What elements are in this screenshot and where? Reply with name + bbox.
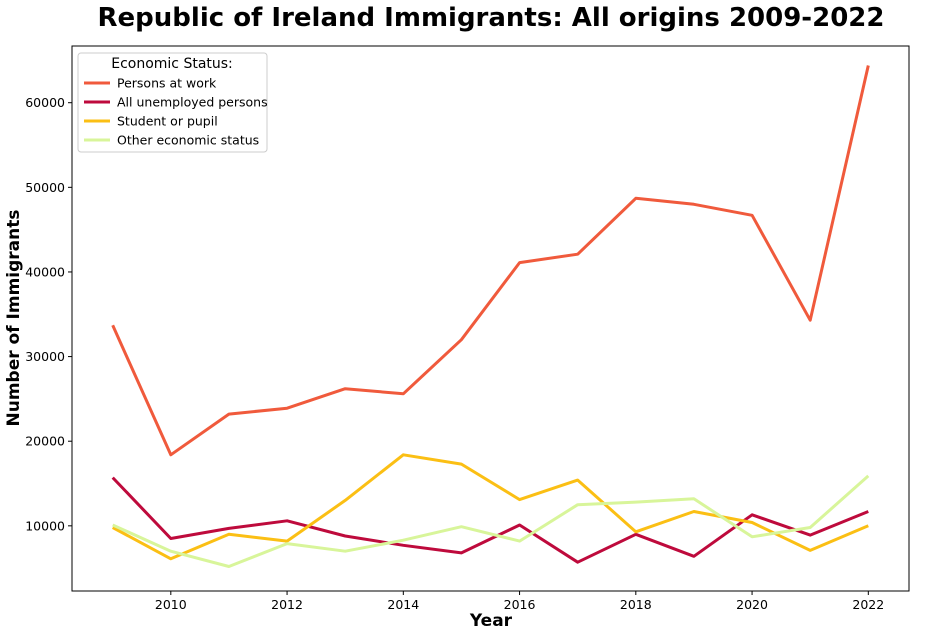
y-tick-label: 20000	[25, 434, 65, 449]
legend-label-other-economic-status: Other economic status	[117, 133, 259, 148]
y-tick-label: 60000	[25, 95, 65, 110]
series-line-all-unemployed-persons	[111, 476, 869, 564]
legend-box	[77, 52, 268, 153]
chart-title: Republic of Ireland Immigrants: All orig…	[98, 3, 885, 33]
x-tick-label: 2012	[271, 597, 303, 612]
plot-frame	[71, 45, 910, 592]
y-tick-label: 40000	[25, 264, 65, 279]
x-axis-ticks: 2010 2012 2014 2016 2018 2020 2022	[155, 591, 884, 612]
legend-label-all-unemployed-persons: All unemployed persons	[117, 95, 268, 110]
y-tick-label: 10000	[25, 518, 65, 533]
x-tick-label: 2018	[620, 597, 652, 612]
y-axis-label: Number of Immigrants	[4, 210, 24, 427]
x-tick-label: 2016	[504, 597, 536, 612]
x-tick-label: 2010	[155, 597, 187, 612]
series-line-other-economic-status	[112, 474, 870, 568]
legend-title: Economic Status:	[111, 56, 233, 72]
y-tick-label: 50000	[25, 180, 65, 195]
series-line-student-or-pupil	[111, 453, 869, 561]
x-axis-label: Year	[469, 611, 513, 630]
legend-label-persons-at-work: Persons at work	[117, 76, 217, 91]
x-tick-label: 2022	[852, 597, 884, 612]
legend-items: Persons at work All unemployed persons Stu…	[84, 76, 268, 148]
series-line-persons-at-work	[111, 65, 870, 457]
legend: Economic Status: Persons at work All unem…	[77, 52, 268, 153]
series-lines	[111, 65, 870, 568]
plot-area: 2010 2012 2014 2016 2018 2020 2022 10000 20000 3…	[25, 45, 910, 612]
y-axis-ticks: 10000 20000 30000 40000 50000 60000	[25, 95, 72, 533]
x-tick-label: 2020	[736, 597, 768, 612]
x-tick-label: 2014	[387, 597, 419, 612]
y-tick-label: 30000	[25, 349, 65, 364]
legend-label-student-or-pupil: Student or pupil	[117, 114, 218, 129]
